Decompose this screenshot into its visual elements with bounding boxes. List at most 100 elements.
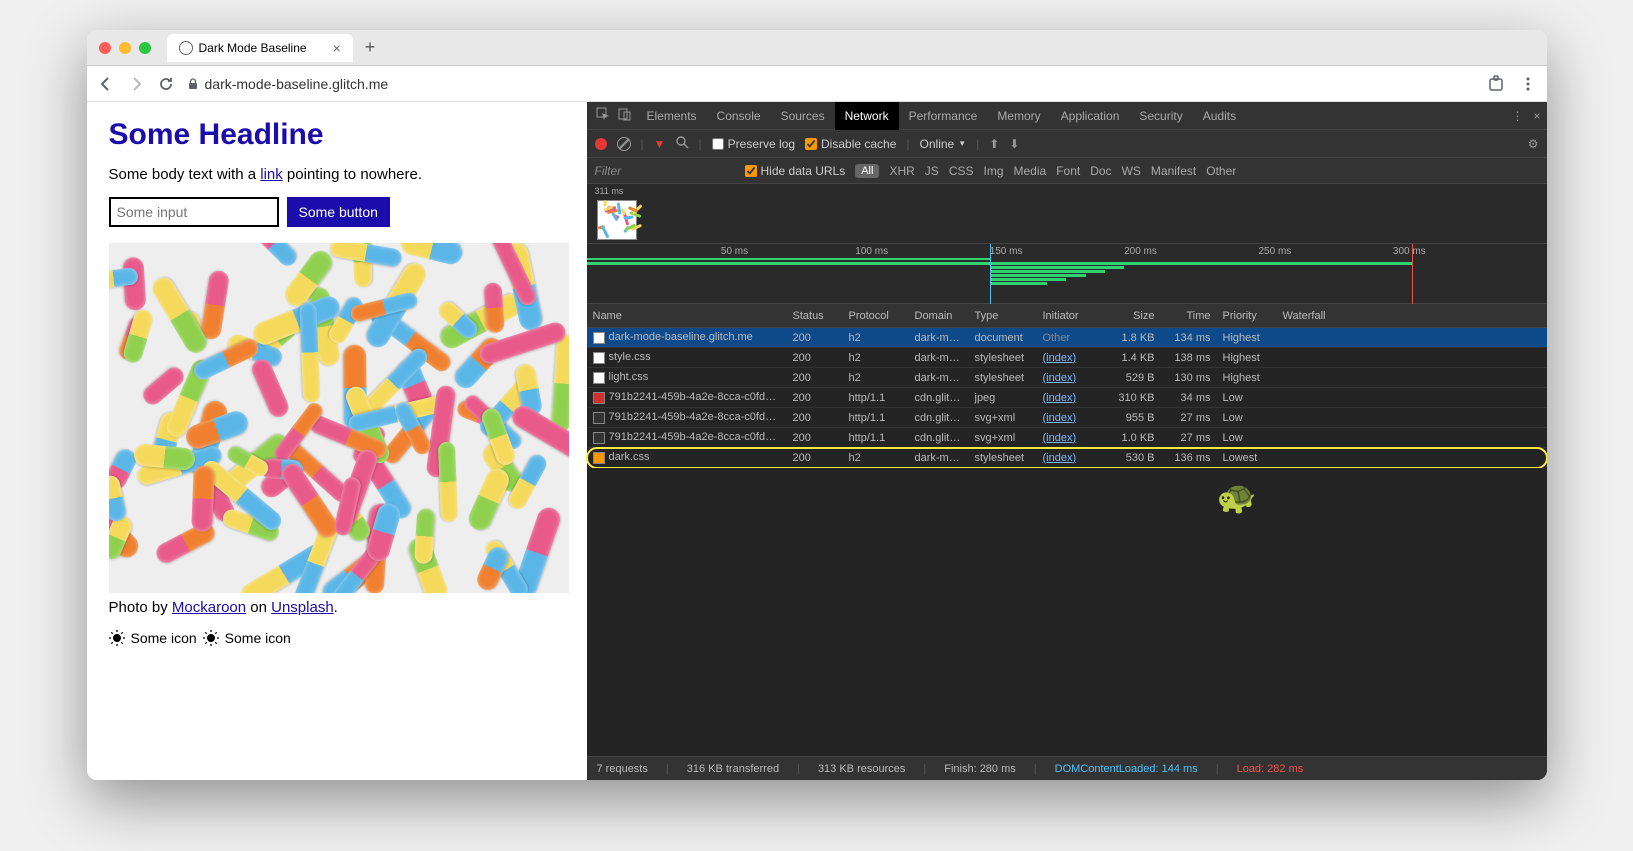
network-statusbar: 7 requests | 316 KB transferred | 313 KB… bbox=[587, 756, 1547, 780]
table-empty-area: 🐢 bbox=[587, 468, 1547, 756]
network-row[interactable]: dark-mode-baseline.glitch.me200h2dark-mo… bbox=[587, 328, 1547, 348]
credit-author-link[interactable]: Mockaroon bbox=[172, 599, 246, 616]
rendered-page: Some Headline Some body text with a link… bbox=[87, 102, 587, 780]
filter-type-js[interactable]: JS bbox=[925, 164, 939, 178]
network-row[interactable]: light.css200h2dark-mo…stylesheet(index)5… bbox=[587, 368, 1547, 388]
devtools-tab-audits[interactable]: Audits bbox=[1193, 102, 1246, 130]
status-load: Load: 282 ms bbox=[1237, 763, 1304, 775]
body-link[interactable]: link bbox=[260, 166, 283, 183]
disable-cache-checkbox[interactable]: Disable cache bbox=[805, 137, 896, 151]
col-initiator[interactable]: Initiator bbox=[1037, 310, 1099, 322]
filter-type-other[interactable]: Other bbox=[1206, 164, 1236, 178]
col-priority[interactable]: Priority bbox=[1217, 310, 1277, 322]
filter-type-manifest[interactable]: Manifest bbox=[1151, 164, 1196, 178]
network-row[interactable]: style.css200h2dark-mo…stylesheet(index)1… bbox=[587, 348, 1547, 368]
settings-icon[interactable]: ⚙ bbox=[1528, 137, 1539, 151]
menu-icon[interactable] bbox=[1519, 75, 1537, 93]
col-size[interactable]: Size bbox=[1099, 310, 1161, 322]
bulb-icon bbox=[203, 630, 219, 646]
page-headline: Some Headline bbox=[109, 118, 565, 152]
devtools-tab-security[interactable]: Security bbox=[1129, 102, 1192, 130]
devtools-tab-elements[interactable]: Elements bbox=[637, 102, 707, 130]
network-row[interactable]: dark.css200h2dark-mo…stylesheet(index)53… bbox=[587, 448, 1547, 468]
devtools-tab-application[interactable]: Application bbox=[1051, 102, 1130, 130]
icon-label-2: Some icon bbox=[225, 630, 291, 646]
col-protocol[interactable]: Protocol bbox=[843, 310, 909, 322]
extension-icon[interactable] bbox=[1487, 75, 1505, 93]
throttle-select[interactable]: Online ▼ bbox=[920, 137, 967, 151]
browser-window: Dark Mode Baseline × + dark-mode-baselin… bbox=[87, 30, 1547, 780]
record-button[interactable] bbox=[595, 138, 607, 150]
col-status[interactable]: Status bbox=[787, 310, 843, 322]
filter-type-doc[interactable]: Doc bbox=[1090, 164, 1111, 178]
col-time[interactable]: Time bbox=[1161, 310, 1217, 322]
network-row[interactable]: 791b2241-459b-4a2e-8cca-c0fdc2…200http/1… bbox=[587, 408, 1547, 428]
hide-data-urls-checkbox[interactable]: Hide data URLs bbox=[745, 164, 846, 178]
hero-image bbox=[109, 243, 569, 593]
photo-credit: Photo by Mockaroon on Unsplash. bbox=[109, 599, 565, 616]
minimize-window-button[interactable] bbox=[119, 42, 131, 54]
reload-button[interactable] bbox=[157, 75, 175, 93]
browser-tab[interactable]: Dark Mode Baseline × bbox=[167, 34, 353, 62]
filter-type-font[interactable]: Font bbox=[1056, 164, 1080, 178]
download-icon[interactable]: ⬇ bbox=[1009, 137, 1019, 151]
filter-icon[interactable]: ▼ bbox=[654, 137, 666, 151]
col-type[interactable]: Type bbox=[969, 310, 1037, 322]
status-transferred: 316 KB transferred bbox=[687, 763, 779, 775]
network-timeline[interactable]: 50 ms100 ms150 ms200 ms250 ms300 ms bbox=[587, 244, 1547, 304]
lock-icon bbox=[187, 78, 199, 90]
tab-close-icon[interactable]: × bbox=[333, 40, 341, 56]
overview-time-label: 311 ms bbox=[595, 186, 624, 196]
col-waterfall[interactable]: Waterfall bbox=[1277, 310, 1547, 322]
tab-title: Dark Mode Baseline bbox=[199, 41, 307, 55]
devtools-tab-sources[interactable]: Sources bbox=[771, 102, 835, 130]
inspect-icon[interactable] bbox=[593, 107, 613, 124]
credit-site-link[interactable]: Unsplash bbox=[271, 599, 334, 616]
devtools-tab-console[interactable]: Console bbox=[707, 102, 771, 130]
forward-button[interactable] bbox=[127, 75, 145, 93]
table-header: Name Status Protocol Domain Type Initiat… bbox=[587, 304, 1547, 328]
timeline-tick: 300 ms bbox=[1393, 246, 1426, 257]
maximize-window-button[interactable] bbox=[139, 42, 151, 54]
icon-label-1: Some icon bbox=[131, 630, 197, 646]
url-text: dark-mode-baseline.glitch.me bbox=[205, 76, 389, 92]
upload-icon[interactable]: ⬆ bbox=[989, 137, 999, 151]
filter-input[interactable]: Filter bbox=[595, 164, 735, 178]
devtools-close-icon[interactable]: × bbox=[1533, 109, 1540, 123]
demo-button[interactable]: Some button bbox=[287, 197, 390, 227]
page-body: Some body text with a link pointing to n… bbox=[109, 166, 565, 183]
device-icon[interactable] bbox=[615, 107, 635, 124]
demo-input[interactable] bbox=[109, 197, 279, 227]
devtools-tabbar: ElementsConsoleSourcesNetworkPerformance… bbox=[587, 102, 1547, 130]
filter-type-ws[interactable]: WS bbox=[1122, 164, 1141, 178]
new-tab-button[interactable]: + bbox=[365, 37, 376, 58]
timeline-tick: 100 ms bbox=[855, 246, 888, 257]
titlebar: Dark Mode Baseline × + bbox=[87, 30, 1547, 66]
address-bar: dark-mode-baseline.glitch.me bbox=[87, 66, 1547, 102]
filter-type-xhr[interactable]: XHR bbox=[889, 164, 914, 178]
traffic-lights bbox=[99, 42, 151, 54]
devtools-tab-performance[interactable]: Performance bbox=[899, 102, 988, 130]
back-button[interactable] bbox=[97, 75, 115, 93]
url-field[interactable]: dark-mode-baseline.glitch.me bbox=[187, 76, 1475, 92]
clear-button[interactable] bbox=[617, 137, 631, 151]
filter-all[interactable]: All bbox=[855, 164, 879, 178]
bulb-icon bbox=[109, 630, 125, 646]
col-name[interactable]: Name bbox=[587, 310, 787, 322]
filter-type-css[interactable]: CSS bbox=[949, 164, 974, 178]
network-toolbar: | ▼ | Preserve log Disable cache | Onlin… bbox=[587, 130, 1547, 158]
globe-icon bbox=[179, 41, 193, 55]
devtools-tab-memory[interactable]: Memory bbox=[987, 102, 1050, 130]
preserve-log-checkbox[interactable]: Preserve log bbox=[712, 137, 795, 151]
devtools-more-icon[interactable]: ⋮ bbox=[1511, 109, 1523, 123]
filter-type-media[interactable]: Media bbox=[1014, 164, 1047, 178]
filter-type-img[interactable]: Img bbox=[984, 164, 1004, 178]
col-domain[interactable]: Domain bbox=[909, 310, 969, 322]
network-row[interactable]: 791b2241-459b-4a2e-8cca-c0fdc2…200http/1… bbox=[587, 388, 1547, 408]
status-requests: 7 requests bbox=[597, 763, 648, 775]
icon-row: Some icon Some icon bbox=[109, 630, 565, 646]
devtools-tab-network[interactable]: Network bbox=[835, 102, 899, 130]
search-icon[interactable] bbox=[676, 136, 689, 152]
network-row[interactable]: 791b2241-459b-4a2e-8cca-c0fdc2…200http/1… bbox=[587, 428, 1547, 448]
close-window-button[interactable] bbox=[99, 42, 111, 54]
